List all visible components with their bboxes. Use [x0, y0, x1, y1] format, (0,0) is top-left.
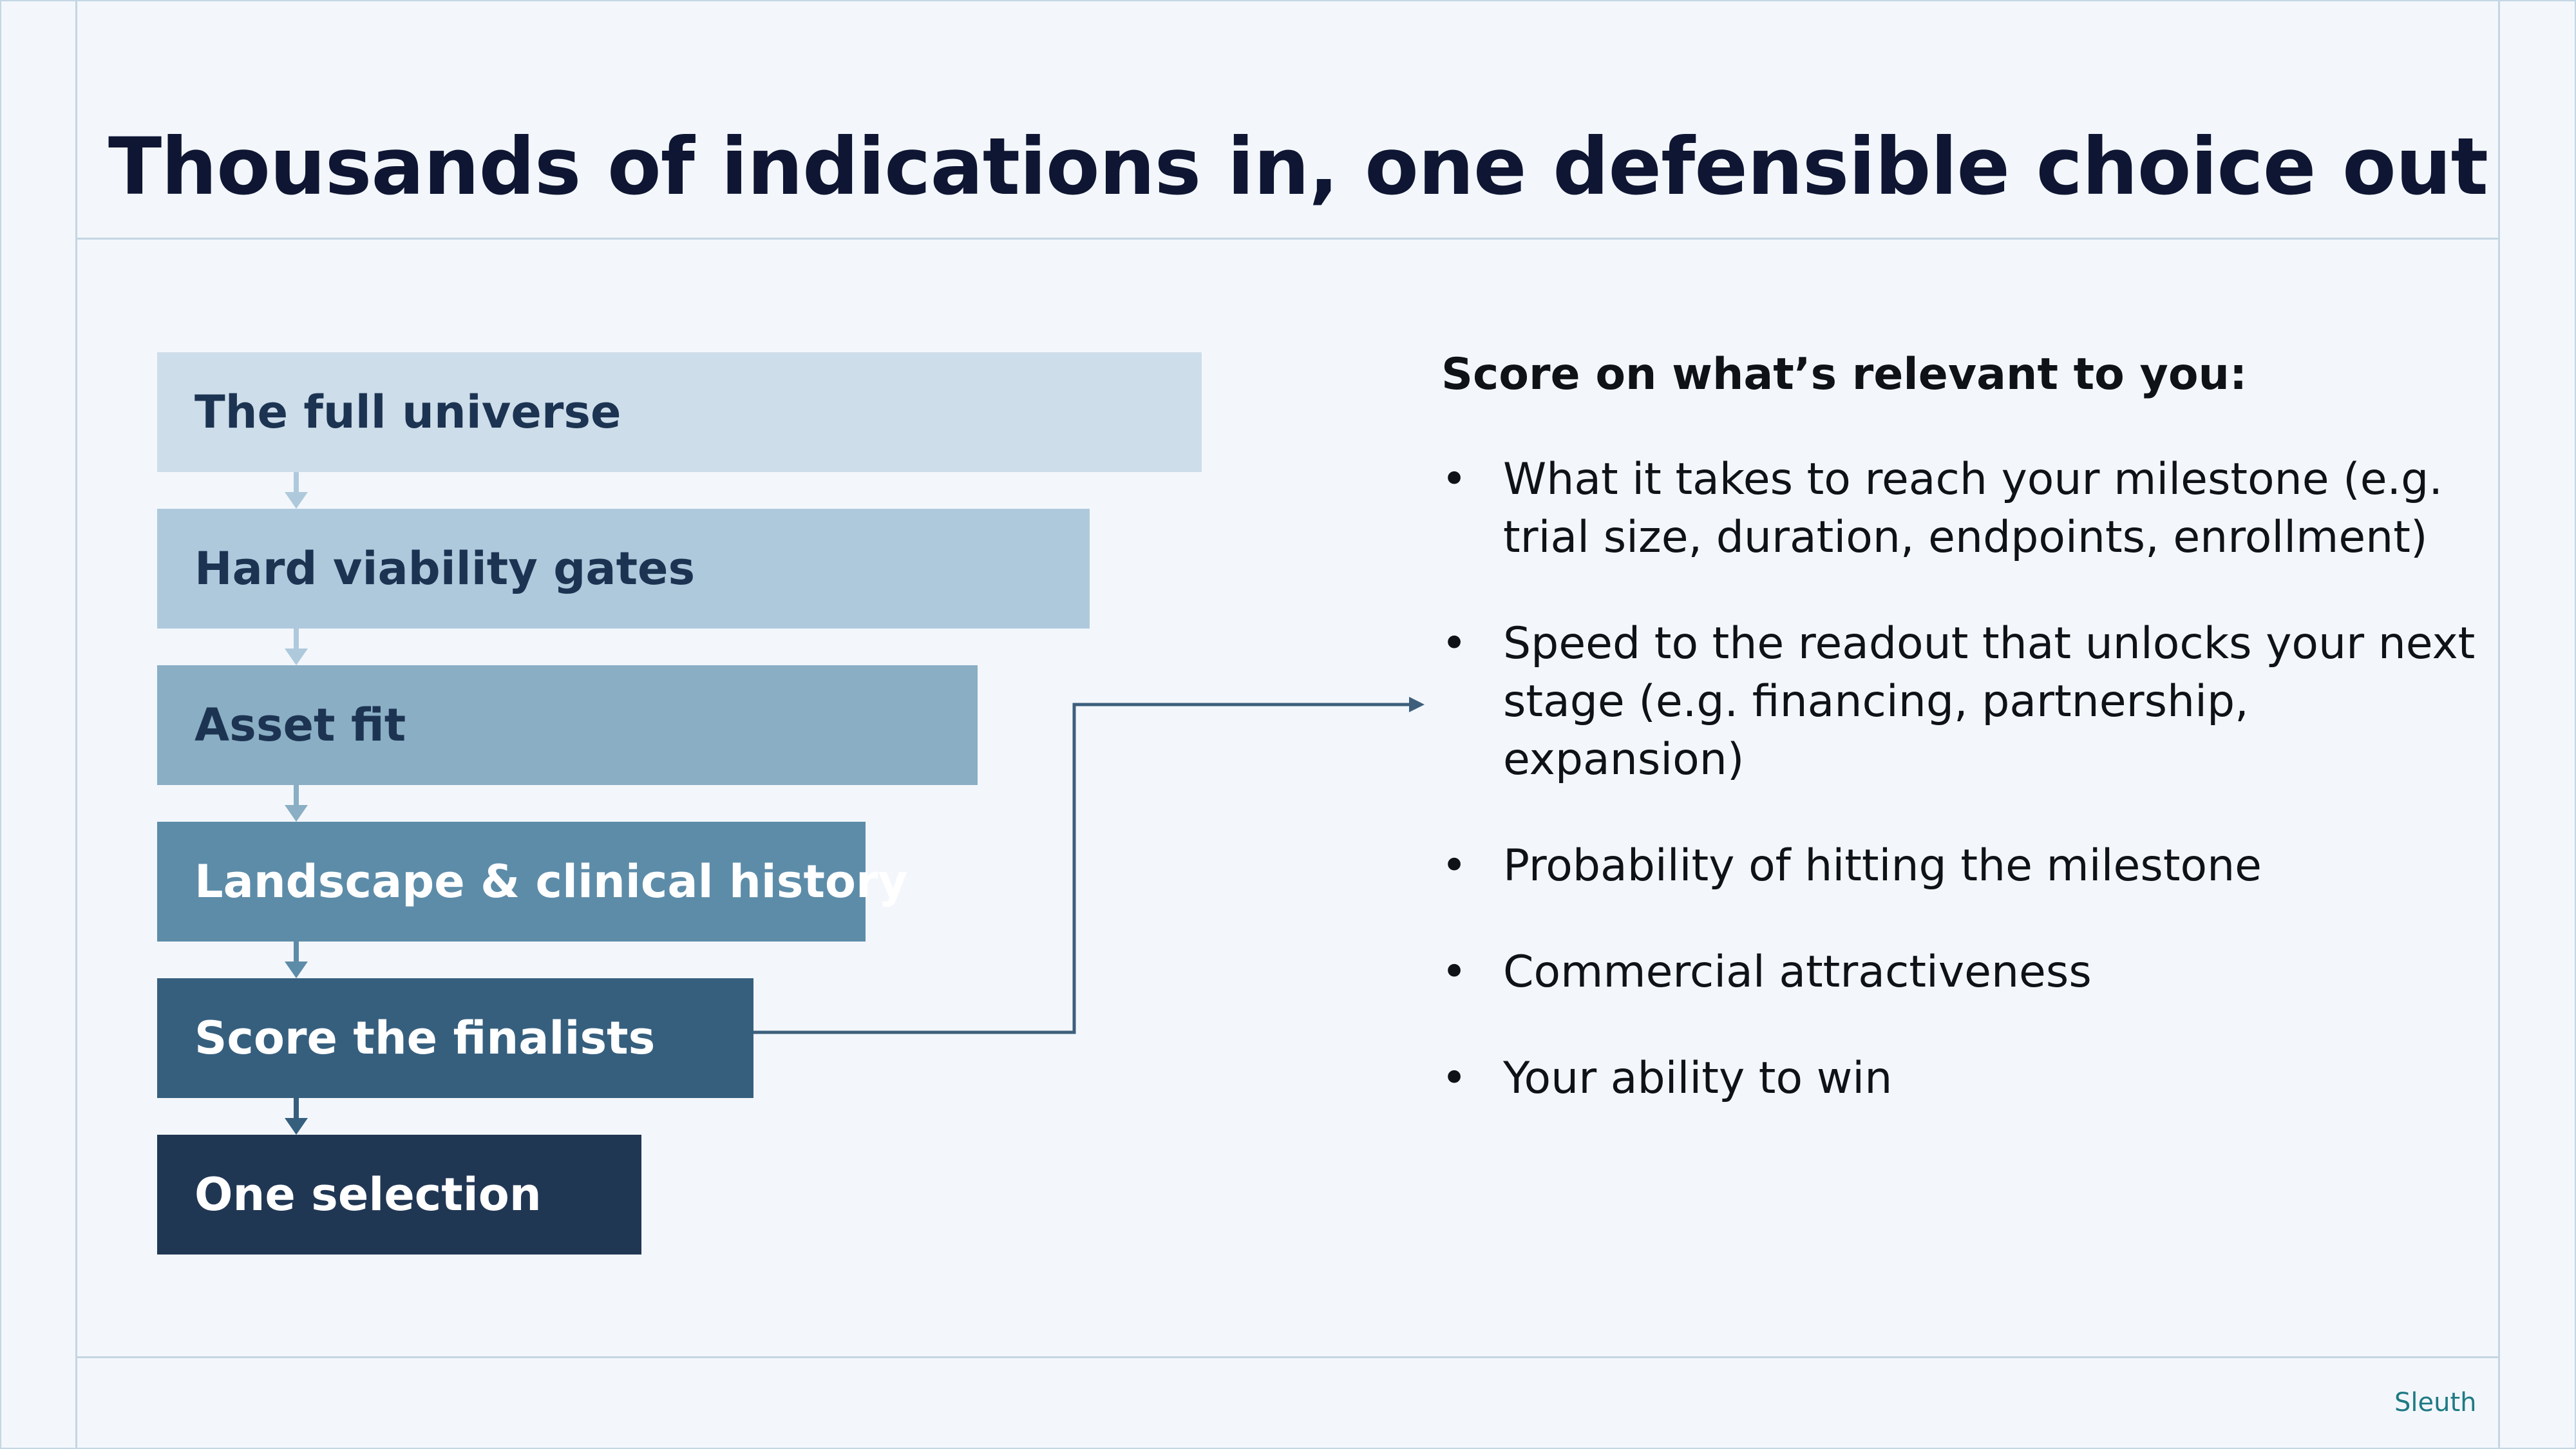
- right-margin-rule: [2498, 0, 2500, 1449]
- funnel-step-hard-viability-gates: Hard viability gates: [157, 509, 1090, 629]
- footer-divider: [75, 1356, 2500, 1358]
- left-margin-rule: [75, 0, 77, 1449]
- criteria-item-ability-to-win: • Your ability to win: [1441, 1050, 2497, 1108]
- funnel-step-full-universe: The full universe: [157, 352, 1202, 472]
- funnel-step-label: Asset fit: [194, 699, 406, 752]
- funnel-step-landscape-clinical-history: Landscape & clinical history: [157, 822, 907, 942]
- criteria-list: • What it takes to reach your milestone …: [1441, 451, 2497, 1156]
- bullet: •: [1441, 947, 1468, 998]
- criteria-item-probability: • Probability of hitting the milestone: [1441, 837, 2497, 895]
- criteria-item-text: Speed to the readout that unlocks your n…: [1503, 618, 2476, 785]
- bullet: •: [1441, 1053, 1468, 1104]
- criteria-item-text: What it takes to reach your milestone (e…: [1503, 454, 2443, 563]
- funnel-step-asset-fit: Asset fit: [157, 665, 978, 785]
- brand-logo-text: Sleuth: [2394, 1388, 2477, 1417]
- criteria-item-speed-to-readout: • Speed to the readout that unlocks your…: [1441, 615, 2497, 789]
- funnel-step-score-finalists: Score the finalists: [157, 978, 753, 1098]
- funnel-step-label: The full universe: [194, 386, 621, 439]
- funnel-step-label: Hard viability gates: [194, 542, 696, 595]
- criteria-item-text: Your ability to win: [1503, 1053, 1893, 1104]
- criteria-item-commercial-attractiveness: • Commercial attractiveness: [1441, 943, 2497, 1001]
- bullet: •: [1441, 454, 1468, 505]
- funnel-step-label: One selection: [194, 1168, 542, 1221]
- funnel-step-one-selection: One selection: [157, 1135, 641, 1255]
- funnel-step-label: Landscape & clinical history: [194, 855, 908, 908]
- bullet: •: [1441, 840, 1468, 891]
- title-divider: [75, 238, 2500, 240]
- slide-title: Thousands of indications in, one defensi…: [108, 121, 2488, 213]
- funnel-step-label: Score the finalists: [194, 1012, 656, 1065]
- criteria-item-text: Probability of hitting the milestone: [1503, 840, 2262, 891]
- criteria-heading: Score on what’s relevant to you:: [1441, 349, 2248, 400]
- bullet: •: [1441, 618, 1468, 669]
- criteria-item-text: Commercial attractiveness: [1503, 947, 2092, 998]
- criteria-item-milestone-requirements: • What it takes to reach your milestone …: [1441, 451, 2497, 567]
